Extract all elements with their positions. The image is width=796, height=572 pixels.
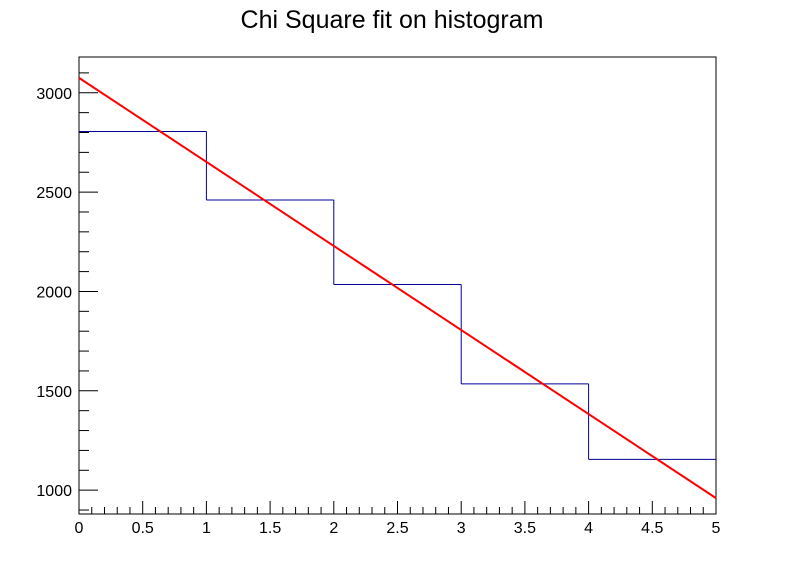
y-tick-label: 1500 xyxy=(36,384,72,401)
fit-line-series xyxy=(78,77,717,499)
y-tick-label: 2000 xyxy=(36,284,72,301)
x-tick-label: 2.5 xyxy=(386,520,408,537)
x-tick-label: 1 xyxy=(202,520,211,537)
x-tick-label: 4.5 xyxy=(641,520,663,537)
y-tick-label: 1000 xyxy=(36,483,72,500)
y-tick-label: 3000 xyxy=(36,86,72,103)
histogram-series xyxy=(79,131,716,460)
x-axis: 0 0.5 1 1.5 2 2.5 3 3.5 4 4.5 5 xyxy=(75,501,721,537)
x-tick-label: 1.5 xyxy=(259,520,281,537)
x-tick-label: 2 xyxy=(329,520,338,537)
x-tick-label: 3.5 xyxy=(514,520,536,537)
x-tick-label: 5 xyxy=(712,520,721,537)
chart-title: Chi Square fit on histogram xyxy=(241,6,544,34)
x-tick-label: 0 xyxy=(75,520,84,537)
x-tick-label: 0.5 xyxy=(132,520,154,537)
y-axis: 1000 1500 2000 2500 3000 xyxy=(36,72,98,511)
fit-line xyxy=(78,77,717,499)
y-tick-label: 2500 xyxy=(36,185,72,202)
x-tick-label: 4 xyxy=(584,520,593,537)
plot-frame xyxy=(78,56,717,515)
x-tick-label: 3 xyxy=(457,520,466,537)
